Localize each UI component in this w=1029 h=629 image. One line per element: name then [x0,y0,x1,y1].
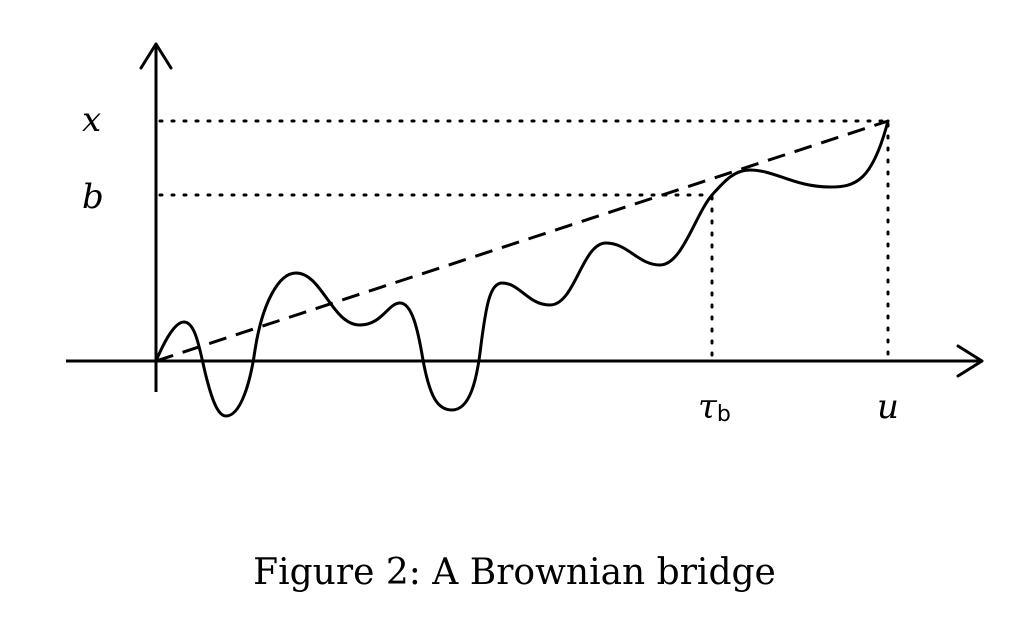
horizontal-axis-arrowhead [956,344,984,378]
b-label: b [82,177,104,217]
bridge-dashed-line [155,119,889,363]
x-label: x [82,100,101,140]
tau-subscript: b [717,402,731,427]
tau-symbol: τ [698,387,718,427]
tau-b-label: τb [698,387,731,427]
vertical-axis-arrowhead [139,42,173,70]
brownian-path [154,119,890,418]
u-label: u [877,387,899,427]
figure-caption: Figure 2: A Brownian bridge [253,552,776,593]
